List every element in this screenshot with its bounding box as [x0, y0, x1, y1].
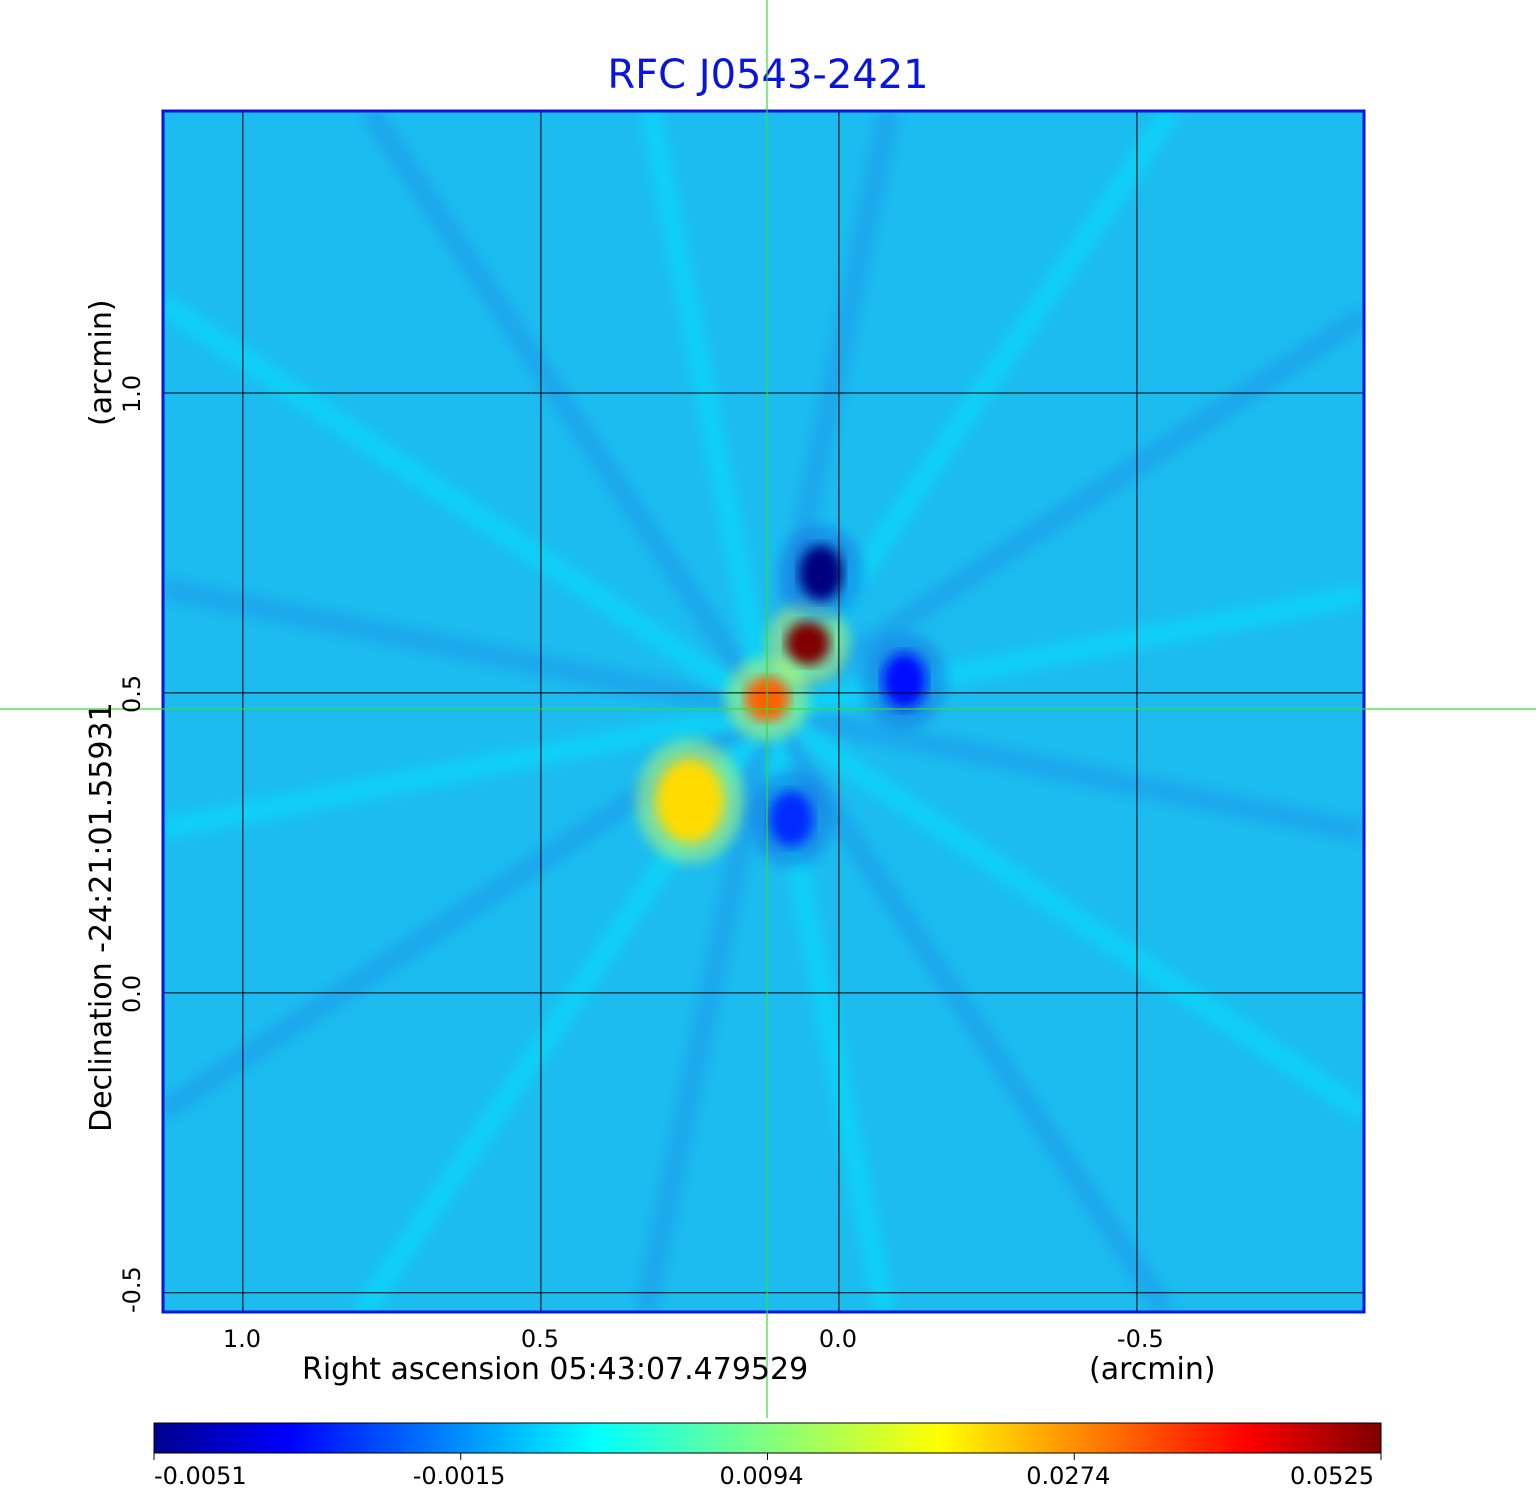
colorbar — [153, 1422, 1382, 1454]
sidelobe-streak — [163, 700, 770, 840]
x-tick-label: 1.0 — [222, 1325, 262, 1353]
component-jet-blob — [655, 758, 724, 843]
sidelobe-streak — [163, 294, 774, 721]
component-negative-north — [799, 544, 844, 601]
component-negative-east — [882, 652, 927, 709]
colorbar-tick-label: -0.0015 — [412, 1462, 506, 1490]
y-axis-label: Declination -24:21:01.55931 — [84, 702, 119, 1132]
sidelobe-streak — [360, 111, 777, 717]
sidelobe-streak — [634, 708, 779, 1312]
component-core-peak — [785, 621, 830, 666]
sidelobe-streak — [761, 701, 1364, 1122]
sidelobe-streak — [761, 306, 1364, 721]
component-negative-south — [769, 790, 814, 847]
colorbar-tick-label: -0.0051 — [154, 1462, 247, 1490]
chart-title: RFC J0543-2421 — [607, 52, 929, 98]
y-tick-label: 1.0 — [118, 374, 146, 413]
x-axis-unit: (arcmin) — [1089, 1352, 1216, 1387]
y-tick-label: -0.5 — [118, 1265, 146, 1313]
colorbar-tick-label: 0.0094 — [719, 1462, 804, 1490]
x-axis-label: Right ascension 05:43:07.479529 — [302, 1352, 809, 1387]
sidelobe-streak — [765, 700, 1364, 843]
y-tick-label: 0.5 — [118, 674, 146, 713]
sidelobe-streak — [639, 111, 779, 714]
y-tick-label: 0.0 — [118, 974, 146, 1013]
plot-frame — [161, 109, 1366, 1314]
x-tick-label: 0.0 — [818, 1325, 858, 1353]
x-tick-label: -0.5 — [1116, 1325, 1164, 1353]
sidelobe-streak — [163, 577, 770, 722]
y-axis-unit: (arcmin) — [84, 299, 119, 426]
x-tick-label: 0.5 — [520, 1325, 560, 1353]
colorbar-tick-label: 0.0274 — [1026, 1462, 1111, 1490]
sidelobe-streak — [758, 704, 1176, 1312]
colorbar-tick-label: 0.0525 — [1290, 1462, 1374, 1490]
